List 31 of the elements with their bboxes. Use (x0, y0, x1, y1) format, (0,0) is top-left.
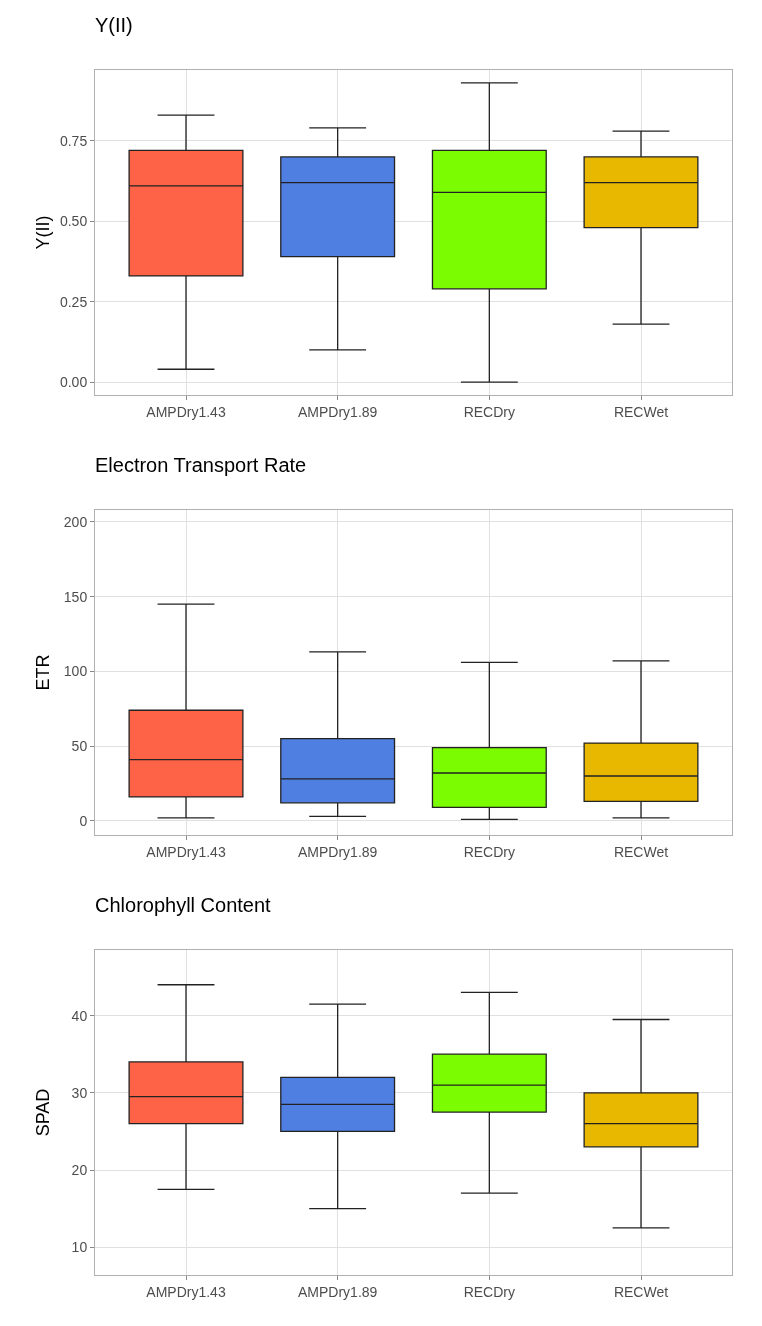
y-tick-label: 0.25 (59, 293, 88, 310)
x-tick-label: RECWet (613, 843, 669, 860)
y-tick-label: 20 (71, 1161, 88, 1178)
y-axis-title: SPAD (33, 1088, 53, 1137)
y-tick-label: 200 (63, 513, 88, 530)
chart-title: Chlorophyll Content (95, 893, 272, 916)
y-tick-label: 0.00 (59, 374, 88, 391)
x-tick-label: AMPDry1.89 (297, 1283, 378, 1300)
x-tick-label: AMPDry1.43 (146, 403, 226, 420)
x-tick-label: RECWet (613, 403, 669, 420)
y-tick-label: 10 (71, 1239, 88, 1256)
x-tick-label: RECDry (463, 843, 515, 860)
y-tick-label: 100 (63, 663, 88, 680)
x-tick-label: RECDry (463, 1283, 515, 1300)
chart-title: Y(II) (95, 13, 133, 36)
y-tick-label: 30 (71, 1084, 88, 1101)
chart-title: Electron Transport Rate (95, 453, 307, 476)
x-tick-label: RECWet (613, 1283, 669, 1300)
y-tick-label: 40 (71, 1007, 88, 1024)
y-tick-label: 150 (63, 588, 88, 605)
x-tick-label: AMPDry1.43 (146, 1283, 226, 1300)
y-axis-title: Y(II) (33, 215, 53, 250)
y-tick-label: 0.50 (59, 213, 88, 230)
y-tick-label: 0.75 (59, 132, 88, 149)
x-tick-label: AMPDry1.89 (297, 843, 378, 860)
x-tick-label: RECDry (463, 403, 515, 420)
y-tick-label: 0 (79, 812, 88, 829)
y-tick-label: 50 (71, 737, 88, 754)
y-axis-title: ETR (33, 654, 53, 691)
x-tick-label: AMPDry1.43 (146, 843, 226, 860)
x-tick-label: AMPDry1.89 (297, 403, 378, 420)
